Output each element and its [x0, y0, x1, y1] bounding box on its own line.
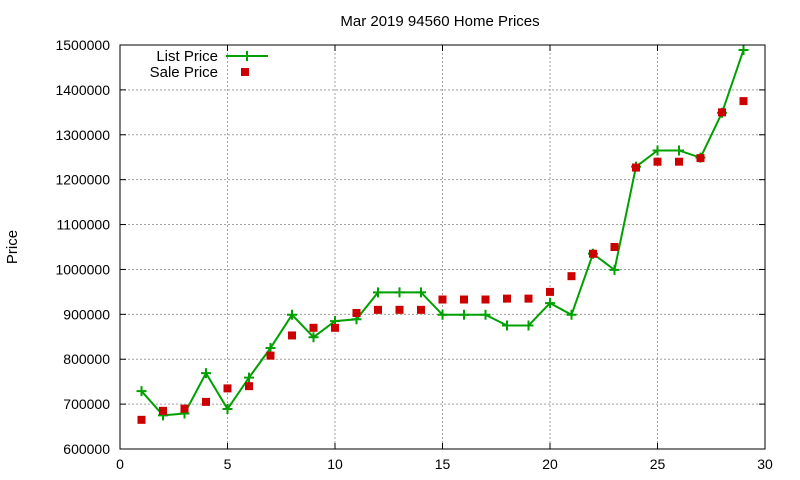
y-tick-label: 1100000	[57, 217, 111, 233]
list-price-point	[201, 368, 211, 379]
list-price-point	[222, 404, 233, 415]
x-tick-label: 25	[650, 456, 666, 472]
sale-price-point	[180, 404, 189, 413]
sale-price-point	[481, 295, 490, 304]
y-tick-label: 600000	[63, 441, 110, 457]
plot-frame	[119, 44, 766, 450]
list-price-point	[287, 309, 297, 320]
sale-price-point	[589, 249, 597, 258]
sale-price-point	[524, 294, 533, 303]
list-price-point	[394, 287, 405, 298]
list-price-point	[308, 332, 319, 343]
list-price-point	[437, 309, 448, 320]
list-price-point	[136, 386, 147, 397]
sale-price-point	[739, 97, 748, 106]
list-price-point	[416, 287, 426, 298]
sale-price-point	[352, 308, 361, 317]
sale-price-point	[374, 305, 382, 314]
legend-label: List Price	[156, 48, 218, 65]
y-tick-label: 800000	[63, 351, 110, 367]
y-axis-label: Price	[4, 230, 21, 264]
sale-price-point	[653, 157, 662, 166]
list-price-point	[459, 309, 469, 320]
x-tick-label: 15	[435, 456, 451, 472]
list-price-point	[609, 264, 620, 275]
sale-price-point	[266, 351, 275, 360]
y-tick-label: 900000	[63, 306, 110, 322]
x-tick-labels: 0 5 10 15 20 25 30	[116, 456, 773, 472]
list-price-point	[566, 309, 577, 320]
list-price-point	[244, 372, 254, 383]
y-tick-label: 1300000	[55, 127, 110, 143]
y-tick-label: 700000	[63, 396, 110, 412]
y-tick-label: 1000000	[55, 261, 110, 277]
sale-price-point	[331, 323, 339, 332]
sale-price-point	[696, 154, 705, 163]
list-price-point	[674, 145, 684, 156]
sale-price-point	[202, 397, 210, 406]
sale-price-point	[245, 382, 253, 391]
chart-title: Mar 2019 94560 Home Prices	[340, 13, 539, 30]
sale-price-point	[546, 287, 554, 296]
legend-label: Sale Price	[150, 64, 218, 81]
sale-price-point	[718, 108, 726, 117]
series-layer	[136, 44, 749, 424]
sale-price-point	[159, 406, 167, 415]
list-price-line	[140, 49, 745, 417]
x-tick-label: 5	[224, 456, 232, 472]
sale-price-point	[503, 294, 511, 303]
list-price-point	[502, 320, 512, 331]
grid-lines	[120, 45, 765, 449]
y-tick-label: 1500000	[55, 37, 110, 53]
x-tick-label: 0	[116, 456, 124, 472]
sale-price-point	[438, 295, 447, 304]
sale-price-point	[610, 243, 619, 251]
list-price-point	[738, 44, 749, 55]
series-sale-price	[137, 97, 748, 424]
list-price-point	[373, 287, 383, 298]
sale-price-point	[567, 272, 576, 281]
sale-price-point	[309, 323, 318, 332]
y-tick-labels: 600000 700000 800000 900000 1000000 1100000 12…	[55, 37, 110, 457]
list-price-point	[265, 343, 276, 353]
sale-price-point	[288, 331, 296, 340]
legend-square-swatch	[241, 68, 249, 76]
sale-price-point	[137, 415, 146, 424]
list-price-point	[545, 298, 555, 309]
x-tick-label: 10	[327, 456, 343, 472]
sale-price-point	[417, 305, 425, 314]
legend-plus-swatch	[242, 51, 252, 61]
x-tick-label: 20	[542, 456, 558, 472]
sale-price-point	[223, 384, 232, 393]
y-tick-label: 1200000	[55, 172, 110, 188]
x-tick-label: 30	[757, 456, 773, 472]
sale-price-point	[460, 295, 468, 304]
sale-price-point	[395, 305, 404, 314]
sale-price-point	[675, 157, 683, 166]
sale-price-point	[632, 163, 640, 172]
list-price-point	[652, 145, 663, 156]
y-tick-label: 1400000	[55, 82, 110, 98]
list-price-point	[523, 320, 534, 331]
list-price-point	[480, 309, 491, 320]
